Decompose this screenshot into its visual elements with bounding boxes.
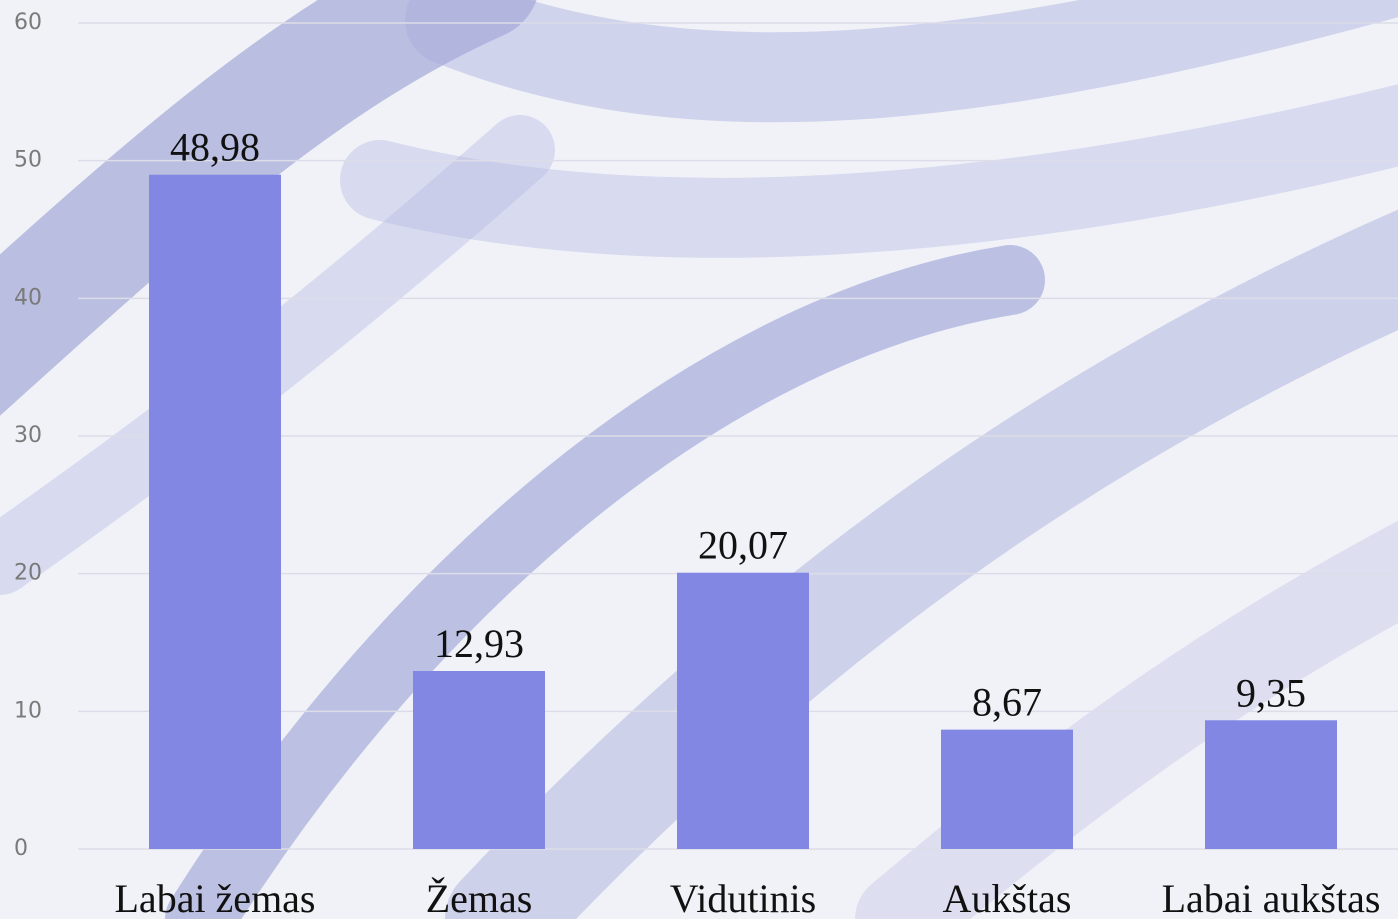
x-tick-label: Labai žemas bbox=[115, 876, 316, 919]
x-tick-label: Žemas bbox=[426, 876, 533, 919]
x-tick-label: Aukštas bbox=[943, 876, 1072, 919]
x-tick-label: Labai aukštas bbox=[1162, 876, 1381, 919]
chart: 0 10 20 30 40 50 60 Labai žemas 48,98 Žemas 12,93 V… bbox=[0, 0, 1398, 919]
bar bbox=[413, 671, 545, 849]
y-tick-label: 10 bbox=[14, 698, 42, 723]
value-label: 9,35 bbox=[1236, 670, 1306, 715]
y-tick-label: 0 bbox=[14, 836, 28, 861]
bar bbox=[941, 730, 1073, 849]
value-label: 48,98 bbox=[170, 125, 260, 170]
y-tick-label: 60 bbox=[14, 10, 42, 35]
bar bbox=[1205, 720, 1337, 849]
value-label: 12,93 bbox=[434, 621, 524, 666]
value-label: 8,67 bbox=[972, 680, 1042, 725]
y-tick-label: 30 bbox=[14, 423, 42, 448]
bar bbox=[677, 573, 809, 849]
y-tick-label: 20 bbox=[14, 561, 42, 586]
y-tick-label: 40 bbox=[14, 285, 42, 310]
y-tick-label: 50 bbox=[14, 148, 42, 173]
value-label: 20,07 bbox=[698, 523, 788, 568]
x-tick-label: Vidutinis bbox=[670, 876, 817, 919]
bar bbox=[149, 175, 281, 849]
